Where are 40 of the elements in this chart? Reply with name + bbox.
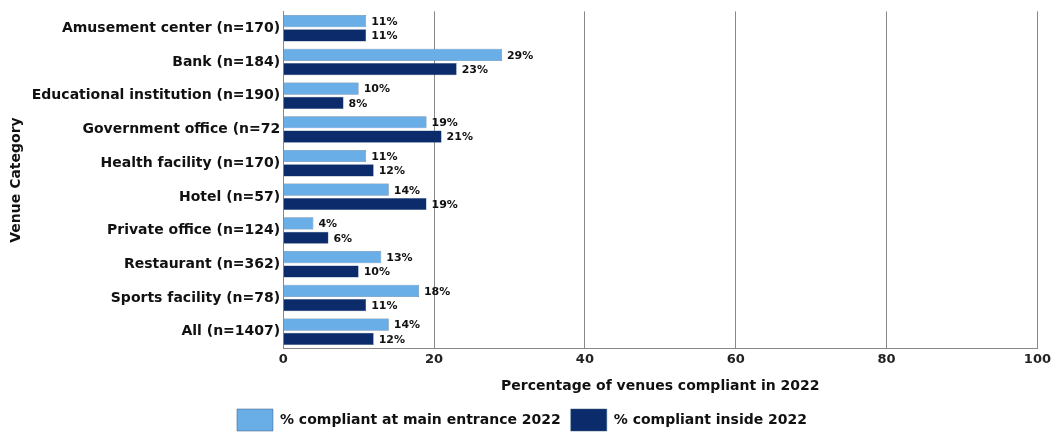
data-label: 19% <box>431 116 458 130</box>
y-tick-label: Private office (n=124) <box>106 221 281 238</box>
data-label: 29% <box>506 48 534 62</box>
y-tick-label: Government office (n=72 <box>82 120 281 137</box>
data-label: 11% <box>371 14 398 28</box>
data-label: 14% <box>393 183 421 197</box>
data-label: 19% <box>431 197 458 211</box>
data-label: 12% <box>378 164 406 178</box>
y-tick-label: All (n=1407) <box>181 322 281 339</box>
x-tick-label: 40 <box>575 350 594 366</box>
y-axis-title: Venue Category <box>7 117 24 243</box>
data-label: 18% <box>423 284 451 298</box>
data-label: 11% <box>371 149 398 163</box>
data-label: 13% <box>386 250 413 264</box>
y-tick-label: Restaurant (n=362) <box>123 254 281 271</box>
y-tick-label: Sports facility (n=78) <box>110 288 281 305</box>
y-tick-label: Hotel (n=57) <box>179 187 281 204</box>
data-label: 4% <box>318 217 338 231</box>
x-tick-label: 100 <box>1023 350 1051 366</box>
data-label: 6% <box>333 231 353 245</box>
legend-label: % compliant at main entrance 2022 <box>279 410 561 427</box>
y-tick-label: Educational institution (n=190) <box>31 86 281 103</box>
x-tick-label: 80 <box>877 350 896 366</box>
y-tick-label: Bank (n=184) <box>172 52 281 69</box>
x-tick-label: 0 <box>278 350 288 366</box>
data-label: 11% <box>371 29 398 43</box>
data-label: 10% <box>363 82 390 96</box>
data-label: 11% <box>371 299 398 313</box>
y-tick-label: Health facility (n=170) <box>100 153 281 170</box>
y-tick-label: Amusement center (n=170) <box>61 18 281 35</box>
legend-label: % compliant inside 2022 <box>613 410 808 427</box>
data-label: 14% <box>393 318 421 332</box>
data-label: 10% <box>363 265 390 279</box>
data-label: 12% <box>378 332 406 346</box>
data-label: 23% <box>461 63 489 76</box>
data-label: 8% <box>348 96 368 110</box>
data-label: 21% <box>446 130 473 144</box>
x-tick-label: 60 <box>726 350 745 366</box>
x-tick-label: 20 <box>425 350 444 366</box>
x-axis-title: Percentage of venues compliant in 2022 <box>501 377 820 394</box>
